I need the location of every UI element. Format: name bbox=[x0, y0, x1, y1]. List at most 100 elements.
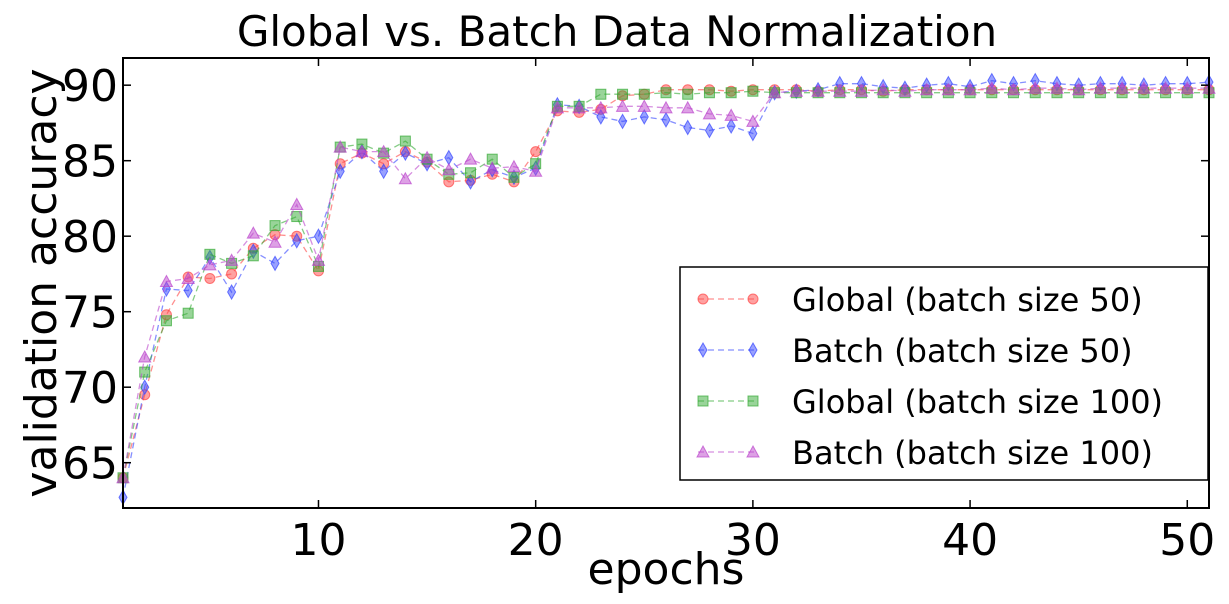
data-point bbox=[898, 84, 912, 97]
data-point bbox=[617, 88, 629, 100]
data-point bbox=[726, 117, 736, 134]
legend-marker-start bbox=[696, 444, 710, 458]
data-point bbox=[313, 228, 324, 245]
data-point bbox=[400, 145, 410, 162]
x-tick-label: 30 bbox=[725, 515, 781, 566]
data-point bbox=[659, 100, 673, 114]
data-point bbox=[183, 282, 193, 299]
data-point bbox=[596, 108, 606, 125]
data-point bbox=[680, 100, 695, 114]
plot-frame bbox=[122, 57, 1210, 509]
data-point bbox=[660, 87, 672, 99]
data-point bbox=[246, 226, 261, 239]
data-point bbox=[854, 84, 869, 97]
data-point bbox=[637, 99, 652, 112]
data-point bbox=[789, 84, 804, 97]
legend-marker-start bbox=[697, 395, 709, 407]
data-point bbox=[137, 349, 152, 363]
data-point bbox=[203, 257, 217, 271]
legend-marker-start bbox=[698, 341, 708, 359]
data-point bbox=[182, 307, 194, 319]
legend-item-2: Batch (batch size 50) bbox=[698, 332, 1133, 370]
data-point bbox=[617, 113, 628, 130]
series-line bbox=[122, 89, 1209, 478]
data-point bbox=[444, 149, 454, 166]
data-point bbox=[181, 271, 196, 284]
data-point bbox=[724, 108, 739, 121]
legend-item-1: Global (batch size 50) bbox=[697, 281, 1143, 319]
data-point bbox=[639, 108, 649, 125]
data-point bbox=[311, 253, 326, 266]
data-point bbox=[767, 85, 782, 99]
data-point bbox=[441, 162, 456, 176]
data-point bbox=[963, 82, 977, 96]
y-tick-label: 80 bbox=[62, 212, 118, 263]
data-point bbox=[528, 164, 543, 177]
x-tick-label: 50 bbox=[1159, 515, 1215, 566]
legend-marker-end bbox=[746, 444, 760, 458]
data-point bbox=[226, 268, 238, 280]
axis-ticks: 10 20 30 40 50 65 70 75 80 85 90 bbox=[62, 58, 1215, 566]
legend-item-3: Global (batch size 100) bbox=[697, 383, 1163, 421]
series-4 bbox=[116, 81, 1216, 484]
data-point bbox=[1028, 81, 1043, 94]
data-point bbox=[399, 135, 411, 147]
data-point bbox=[247, 250, 259, 262]
data-point bbox=[746, 114, 760, 127]
data-point bbox=[376, 144, 391, 158]
data-point bbox=[832, 84, 847, 97]
data-point bbox=[704, 122, 715, 139]
legend-marker-start bbox=[697, 293, 709, 305]
data-point bbox=[355, 144, 369, 158]
data-point bbox=[683, 119, 693, 136]
x-tick-label: 10 bbox=[290, 515, 346, 566]
data-point bbox=[420, 150, 434, 164]
data-point bbox=[333, 140, 348, 153]
plot-area bbox=[116, 72, 1216, 506]
data-point bbox=[615, 99, 630, 112]
series-line bbox=[122, 87, 1209, 478]
y-tick-label: 90 bbox=[62, 61, 118, 112]
data-point bbox=[159, 274, 174, 287]
legend-box bbox=[679, 266, 1209, 481]
data-point bbox=[702, 106, 717, 120]
data-point bbox=[465, 173, 476, 190]
data-point bbox=[550, 100, 565, 114]
y-tick-label: 85 bbox=[62, 137, 118, 188]
data-point bbox=[747, 85, 759, 97]
data-point bbox=[292, 232, 302, 249]
data-point bbox=[703, 87, 715, 99]
y-axis-label: validation accuracy bbox=[16, 68, 67, 497]
legend: Global (batch size 50) Batch (batch size … bbox=[679, 266, 1209, 481]
data-point bbox=[595, 88, 607, 100]
data-point bbox=[398, 171, 413, 185]
data-point bbox=[1136, 81, 1151, 94]
legend-item-4: Batch (batch size 100) bbox=[696, 434, 1153, 472]
data-point bbox=[1180, 81, 1195, 94]
legend-marker-end bbox=[748, 341, 758, 359]
data-point bbox=[139, 366, 151, 378]
data-point bbox=[1093, 81, 1108, 94]
data-point bbox=[638, 88, 650, 100]
data-point bbox=[876, 82, 891, 96]
chart-title: Global vs. Batch Data Normalization bbox=[237, 7, 997, 56]
y-tick-label: 70 bbox=[62, 363, 118, 414]
data-point bbox=[725, 87, 737, 99]
legend-label: Batch (batch size 100) bbox=[792, 434, 1153, 472]
data-point bbox=[984, 81, 999, 94]
legend-label: Global (batch size 100) bbox=[792, 383, 1163, 421]
data-point bbox=[1006, 82, 1021, 96]
data-point bbox=[335, 163, 345, 180]
data-point bbox=[748, 125, 758, 142]
x-axis-label: epochs bbox=[588, 544, 745, 595]
data-point bbox=[227, 284, 237, 301]
y-tick-label: 75 bbox=[62, 288, 118, 339]
x-tick-label: 40 bbox=[942, 515, 998, 566]
y-tick-label: 65 bbox=[62, 439, 118, 490]
data-point bbox=[379, 163, 389, 180]
data-point bbox=[1158, 81, 1173, 94]
data-point bbox=[530, 146, 542, 158]
data-point bbox=[289, 197, 304, 210]
data-point bbox=[160, 315, 172, 327]
